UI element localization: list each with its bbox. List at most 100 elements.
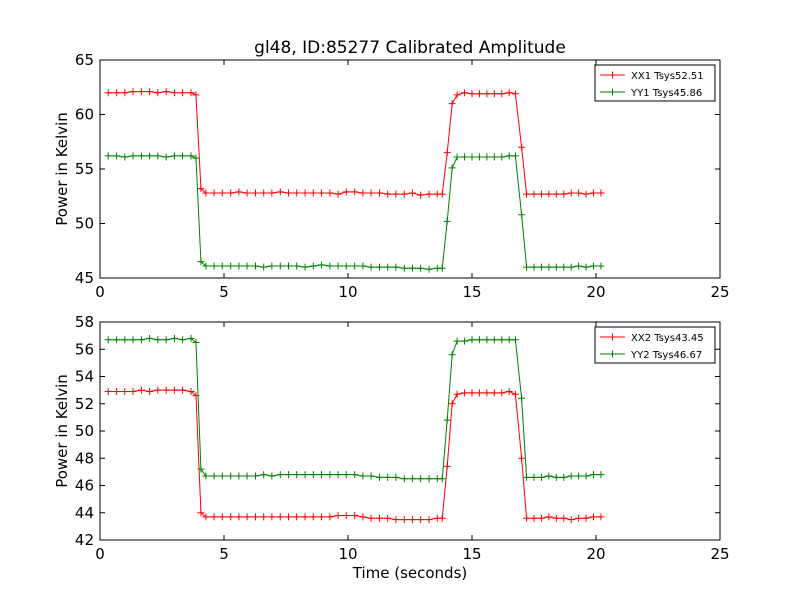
data-point xyxy=(260,189,268,197)
data-point xyxy=(317,513,325,521)
data-point xyxy=(490,389,498,397)
data-point xyxy=(417,191,425,199)
data-point xyxy=(104,336,112,344)
data-point xyxy=(597,513,605,521)
data-point xyxy=(511,336,519,344)
data-point xyxy=(326,471,334,479)
data-point xyxy=(351,471,359,479)
data-point xyxy=(309,189,317,197)
data-point xyxy=(326,262,334,270)
data-point xyxy=(523,190,531,198)
data-point xyxy=(251,189,259,197)
data-point xyxy=(104,387,112,395)
data-point xyxy=(243,472,251,480)
data-point xyxy=(408,475,416,483)
data-point xyxy=(367,189,375,197)
data-point xyxy=(276,471,284,479)
x-tick-label: 0 xyxy=(95,545,105,563)
data-point xyxy=(575,514,583,522)
data-point xyxy=(146,334,154,342)
legend-marker xyxy=(609,350,616,358)
data-point xyxy=(154,89,162,97)
data-point xyxy=(293,262,301,270)
data-point xyxy=(575,262,583,270)
data-point xyxy=(552,190,560,198)
data-point xyxy=(162,153,170,161)
data-point xyxy=(453,153,461,161)
data-point xyxy=(293,471,301,479)
data-point xyxy=(448,400,456,408)
series-yy1 xyxy=(104,152,605,273)
data-point xyxy=(560,190,568,198)
data-point xyxy=(537,473,545,481)
data-point xyxy=(400,264,408,272)
data-point xyxy=(104,152,112,160)
y-tick-label: 55 xyxy=(75,160,94,178)
data-point xyxy=(483,389,491,397)
data-point xyxy=(129,152,137,160)
data-point xyxy=(475,389,483,397)
data-point xyxy=(284,189,292,197)
legend: XX1 Tsys52.51 YY1 Tsys45.86 xyxy=(594,64,716,102)
data-point xyxy=(468,389,476,397)
data-point xyxy=(129,336,137,344)
data-point xyxy=(375,189,383,197)
data-point xyxy=(137,386,145,394)
x-tick-label: 15 xyxy=(462,545,481,563)
data-point xyxy=(545,263,553,271)
data-point xyxy=(475,90,483,98)
data-point xyxy=(498,336,506,344)
data-point xyxy=(483,336,491,344)
data-point xyxy=(301,263,309,271)
data-point xyxy=(597,471,605,479)
x-tick-label: 5 xyxy=(219,283,229,301)
data-point xyxy=(243,262,251,270)
data-point xyxy=(218,472,226,480)
data-point xyxy=(137,336,145,344)
data-point xyxy=(468,336,476,344)
data-point xyxy=(392,263,400,271)
data-point xyxy=(170,334,178,342)
data-point xyxy=(197,465,205,473)
data-point xyxy=(490,153,498,161)
series-xx1 xyxy=(104,88,605,199)
data-point xyxy=(375,514,383,522)
x-axis-label: Time (seconds) xyxy=(352,564,468,582)
legend-label: YY2 Tsys46.67 xyxy=(630,350,702,361)
data-point xyxy=(438,514,446,522)
data-point xyxy=(113,89,121,97)
data-point xyxy=(384,473,392,481)
data-point xyxy=(483,90,491,98)
data-point xyxy=(575,189,583,197)
data-point xyxy=(317,261,325,269)
data-point xyxy=(518,454,526,462)
data-point xyxy=(260,471,268,479)
y-tick-label: 44 xyxy=(75,504,94,522)
data-point xyxy=(309,262,317,270)
data-point xyxy=(227,513,235,521)
x-tick-label: 15 xyxy=(462,283,481,301)
data-point xyxy=(590,189,598,197)
data-point xyxy=(567,263,575,271)
data-point xyxy=(317,189,325,197)
data-point xyxy=(276,262,284,270)
data-point xyxy=(448,351,456,359)
legend-marker xyxy=(609,71,616,79)
data-point xyxy=(187,152,195,160)
data-point xyxy=(187,334,195,342)
data-point xyxy=(326,513,334,521)
data-point xyxy=(251,513,259,521)
data-point xyxy=(342,471,350,479)
data-point xyxy=(523,473,531,481)
data-point xyxy=(417,516,425,524)
data-point xyxy=(443,416,451,424)
data-point xyxy=(408,516,416,524)
legend-box xyxy=(594,64,716,102)
data-point xyxy=(218,189,226,197)
data-point xyxy=(511,390,519,398)
series-line xyxy=(108,337,601,480)
data-point xyxy=(342,262,350,270)
data-point xyxy=(104,89,112,97)
data-point xyxy=(443,462,451,470)
data-point xyxy=(210,262,218,270)
